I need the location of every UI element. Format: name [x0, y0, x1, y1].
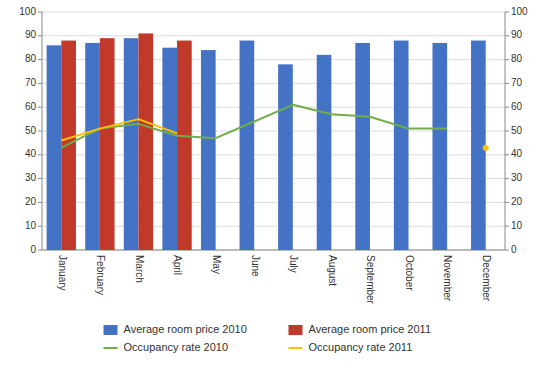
x-tick-label: November [442, 255, 453, 302]
y-tick-label: 80 [25, 53, 37, 64]
line [61, 105, 447, 148]
y2-tick-label: 30 [511, 172, 523, 183]
point [483, 145, 489, 151]
bar [201, 50, 216, 250]
bar [432, 43, 447, 250]
y2-tick [505, 154, 509, 155]
x-tick-label: May [211, 255, 222, 274]
y-tick-label: 90 [25, 29, 37, 40]
y2-tick [505, 226, 509, 227]
y-tick [38, 250, 42, 251]
bar [124, 38, 139, 250]
x-tick-label: September [365, 255, 376, 305]
y-tick-label: 40 [25, 148, 37, 159]
x-tick-label: January [57, 255, 68, 291]
x-tick-label: March [134, 255, 145, 283]
y2-tick-label: 80 [511, 53, 523, 64]
y-tick [38, 202, 42, 203]
bar [471, 41, 486, 250]
y-tick-label: 0 [30, 244, 36, 255]
bar [177, 41, 192, 250]
bar [47, 45, 62, 250]
y-tick [38, 178, 42, 179]
y-tick-label: 30 [25, 172, 37, 183]
y-tick-label: 100 [19, 6, 36, 17]
y2-tick [505, 35, 509, 36]
bar [100, 38, 115, 250]
y2-tick-label: 20 [511, 196, 523, 207]
chart: 0 10 20 30 40 50 60 70 80 90 100 0 10 20 30 40 50 60 70 80 9… [0, 0, 547, 377]
y2-tick [505, 131, 509, 132]
x-tick-label: December [481, 255, 492, 302]
bar [85, 43, 100, 250]
y2-tick-label: 0 [511, 244, 517, 255]
x-tick-label: August [327, 255, 338, 286]
bar [278, 64, 293, 250]
y2-tick [505, 202, 509, 203]
y2-tick-label: 90 [511, 29, 523, 40]
plot-area [47, 33, 489, 250]
bar [240, 41, 255, 250]
y-tick [38, 35, 42, 36]
y-tick [38, 131, 42, 132]
x-tick-label: April [172, 255, 183, 275]
grid [42, 12, 505, 250]
y-tick [38, 59, 42, 60]
x-tick-label: June [250, 255, 261, 277]
y-tick [38, 83, 42, 84]
legend-swatch [289, 325, 303, 335]
bar [317, 55, 332, 250]
y-tick-label: 20 [25, 196, 37, 207]
legend-label: Occupancy rate 2010 [124, 341, 229, 353]
x-tick-label: July [288, 255, 299, 273]
grid-line [42, 35, 505, 36]
y-tick [38, 226, 42, 227]
legend: Average room price 2010 Occupancy rate 20… [104, 323, 432, 353]
bar [61, 41, 76, 250]
legend-label: Occupancy rate 2011 [309, 341, 413, 353]
y2-tick [505, 59, 509, 60]
legend-label: Average room price 2011 [309, 323, 432, 335]
y-tick-label: 10 [25, 220, 37, 231]
x-tick-label: October [404, 255, 415, 291]
x-tick-label: February [95, 255, 106, 295]
y2-tick-label: 70 [511, 77, 523, 88]
line [61, 119, 485, 148]
y2-tick-label: 10 [511, 220, 523, 231]
bar [394, 41, 409, 250]
bar [355, 43, 370, 250]
legend-label: Average room price 2010 [124, 323, 247, 335]
y2-tick-label: 60 [511, 101, 523, 112]
y2-tick [505, 83, 509, 84]
legend-swatch [104, 347, 118, 349]
legend-swatch [104, 325, 118, 335]
y2-tick [505, 250, 509, 251]
y-tick [38, 107, 42, 108]
y-tick-label: 70 [25, 77, 37, 88]
y2-tick [505, 178, 509, 179]
bar [162, 48, 177, 250]
bar [138, 33, 153, 250]
y2-tick-label: 50 [511, 125, 523, 136]
y-tick-label: 50 [25, 125, 37, 136]
y2-tick-label: 40 [511, 148, 523, 159]
legend-swatch [289, 347, 303, 349]
y-tick-label: 60 [25, 101, 37, 112]
y2-tick [505, 107, 509, 108]
y2-tick-label: 100 [511, 6, 528, 17]
y-tick [38, 12, 42, 13]
grid-line [42, 12, 505, 13]
y-tick [38, 154, 42, 155]
y2-tick [505, 12, 509, 13]
